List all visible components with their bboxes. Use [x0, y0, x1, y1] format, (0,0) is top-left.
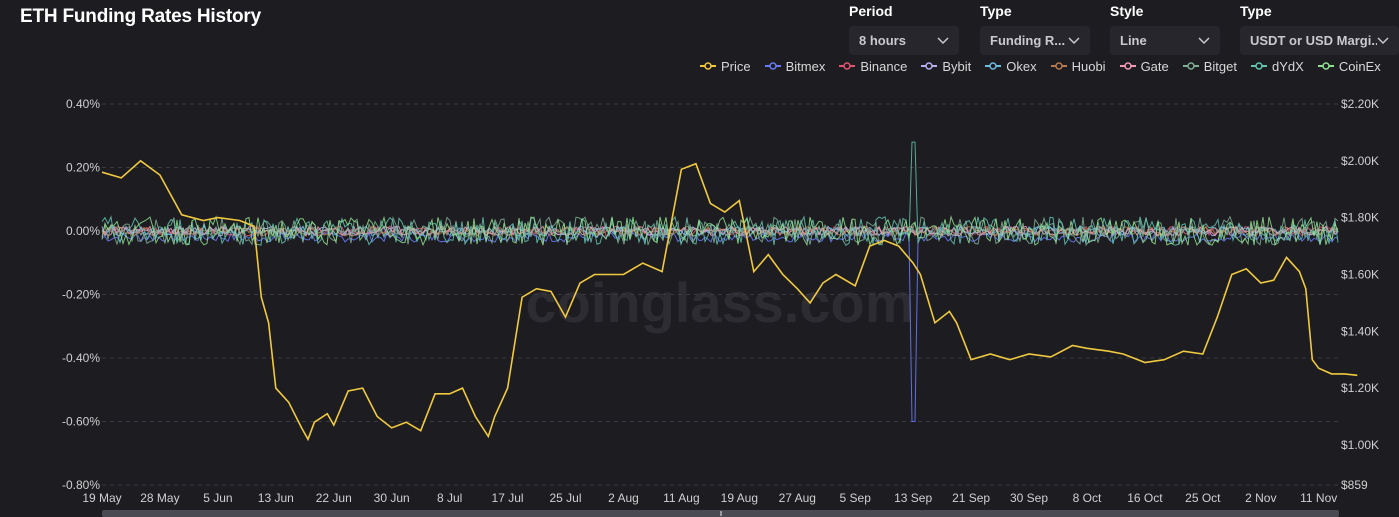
legend-label: dYdX: [1272, 58, 1304, 74]
y-left-tick-label: 0.20%: [66, 161, 100, 175]
x-tick-label: 28 May: [140, 491, 179, 505]
legend-swatch-icon: [1251, 62, 1267, 70]
series-bitmex-line: [101, 231, 1339, 422]
legend-item-bybit[interactable]: Bybit: [921, 59, 971, 74]
type-label: Type: [980, 3, 1012, 19]
legend-swatch-icon: [1317, 62, 1334, 70]
chevron-down-icon: [1198, 36, 1210, 44]
y-left-tick-label: -0.60%: [62, 415, 100, 429]
y-right-tick-label: $859: [1341, 478, 1368, 492]
chart-legend: Price Bitmex Binance Bybit Okex Huobi Gate Bitg…: [700, 58, 1390, 74]
chevron-down-icon: [1068, 36, 1080, 44]
y-right-tick-label: $1.20K: [1341, 381, 1379, 395]
legend-item-huobi[interactable]: Huobi: [1050, 58, 1106, 74]
x-tick-label: 8 Jul: [437, 491, 462, 505]
y-right-tick-label: $2.20K: [1341, 97, 1379, 111]
y-right-tick-label: $1.00K: [1341, 438, 1379, 452]
y-right-tick-label: $1.40K: [1341, 324, 1379, 338]
x-tick-label: 8 Oct: [1073, 491, 1102, 505]
legend-item-coinex[interactable]: CoinEx: [1317, 58, 1381, 74]
legend-item-binance[interactable]: Binance: [839, 59, 907, 74]
x-tick-label: 5 Jun: [203, 491, 232, 505]
style-control: Style Line: [1110, 3, 1220, 55]
scrollbar-grip[interactable]: [720, 511, 722, 516]
legend-item-okex[interactable]: Okex: [985, 58, 1037, 74]
legend-swatch-icon: [839, 62, 856, 70]
x-tick-label: 19 May: [82, 491, 121, 505]
y-left-tick-label: -0.20%: [62, 288, 100, 302]
x-tick-label: 21 Sep: [952, 491, 990, 505]
y-left-tick-label: -0.80%: [62, 478, 100, 492]
legend-label: Bybit: [942, 58, 972, 74]
chevron-down-icon: [937, 36, 949, 44]
legend-label: Okex: [1006, 58, 1037, 74]
x-tick-label: 30 Jun: [374, 491, 410, 505]
legend-swatch-icon: [1119, 62, 1136, 70]
x-tick-label: 5 Sep: [840, 491, 872, 505]
x-tick-label: 13 Jun: [258, 491, 294, 505]
x-tick-label: 2 Aug: [608, 491, 639, 505]
legend-swatch-icon: [1050, 62, 1067, 70]
x-tick-label: 25 Jul: [549, 491, 581, 505]
period-label: Period: [849, 3, 893, 19]
margin-type-label: Type: [1240, 3, 1272, 19]
margin-type-select[interactable]: USDT or USD Margi...: [1240, 26, 1399, 55]
y-right-tick-label: $1.60K: [1341, 267, 1379, 281]
legend-label: Gate: [1140, 58, 1169, 74]
legend-item-dydx[interactable]: dYdX: [1251, 59, 1304, 74]
x-tick-label: 22 Jun: [316, 491, 352, 505]
style-label: Style: [1110, 3, 1144, 19]
x-tick-label: 2 Nov: [1245, 491, 1276, 505]
legend-label: Binance: [860, 58, 908, 74]
type-control: Type Funding R...: [980, 3, 1090, 55]
legend-swatch-icon: [1182, 62, 1199, 70]
legend-swatch-icon: [764, 62, 781, 70]
chevron-down-icon: [1377, 36, 1389, 44]
legend-swatch-icon: [985, 62, 1002, 70]
legend-label: Bitget: [1203, 58, 1237, 74]
x-tick-label: 25 Oct: [1185, 491, 1221, 505]
watermark-text: coinglass.com: [525, 271, 914, 334]
page-title: ETH Funding Rates History: [20, 6, 261, 27]
type-select[interactable]: Funding R...: [980, 26, 1090, 55]
period-control: Period 8 hours: [849, 3, 959, 55]
x-tick-label: 27 Aug: [779, 491, 816, 505]
type-value: Funding R...: [990, 33, 1066, 48]
legend-item-bitmex[interactable]: Bitmex: [764, 58, 826, 74]
y-left-tick-label: -0.40%: [62, 351, 100, 365]
series-coinex-line: [101, 215, 1339, 247]
legend-label: Huobi: [1071, 58, 1106, 74]
period-select[interactable]: 8 hours: [849, 26, 959, 55]
x-tick-label: 11 Nov: [1300, 491, 1337, 505]
legend-label: CoinEx: [1338, 58, 1381, 74]
chart-scrollbar[interactable]: [102, 510, 1339, 517]
style-select[interactable]: Line: [1110, 26, 1220, 55]
legend-item-gate[interactable]: Gate: [1119, 58, 1169, 74]
legend-label: Price: [721, 58, 751, 74]
style-value: Line: [1120, 33, 1147, 48]
y-left-tick-label: 0.00%: [66, 224, 100, 238]
x-tick-label: 19 Aug: [721, 491, 758, 505]
margin-type-control: Type USDT or USD Margi...: [1240, 3, 1399, 55]
legend-label: Bitmex: [785, 58, 826, 74]
y-right-tick-label: $2.00K: [1341, 154, 1379, 168]
margin-type-value: USDT or USD Margi...: [1250, 33, 1377, 48]
x-tick-label: 17 Jul: [492, 491, 524, 505]
x-tick-label: 30 Sep: [1010, 491, 1048, 505]
x-tick-label: 16 Oct: [1127, 491, 1163, 505]
y-left-tick-label: 0.40%: [66, 97, 100, 111]
y-right-tick-label: $1.80K: [1341, 211, 1379, 225]
x-tick-label: 11 Aug: [663, 491, 699, 505]
legend-swatch-icon: [921, 62, 938, 70]
x-tick-label: 13 Sep: [894, 491, 932, 505]
series-price-line: [101, 159, 1358, 442]
legend-item-price[interactable]: Price: [700, 59, 751, 74]
legend-swatch-icon: [700, 62, 716, 70]
period-value: 8 hours: [859, 33, 906, 48]
legend-item-bitget[interactable]: Bitget: [1182, 58, 1237, 74]
